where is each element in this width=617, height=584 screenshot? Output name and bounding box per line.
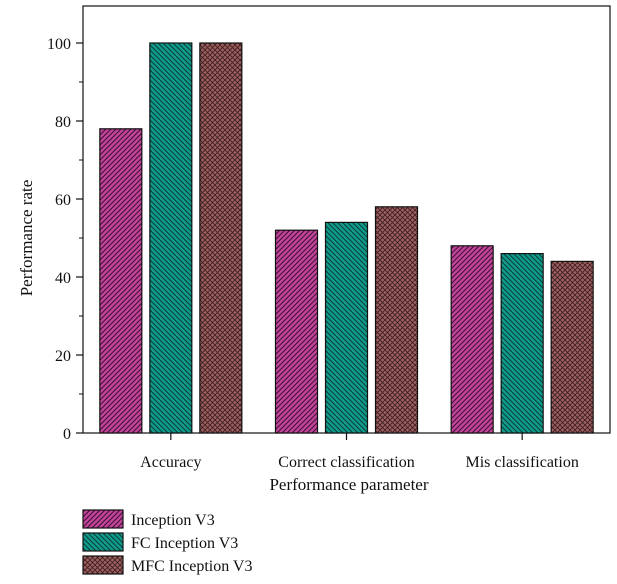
x-tick-label: Correct classification [278, 454, 414, 471]
x-axis-title: Performance parameter [269, 475, 428, 494]
legend-swatch [82, 532, 124, 552]
bar-inception-v3-0 [99, 128, 143, 434]
y-tick-label: 60 [55, 192, 71, 209]
x-axis: Accuracy Correct classification Mis classi… [140, 433, 579, 471]
bar-mfc-inception-v3-2 [550, 260, 594, 434]
legend-label: Inception V3 [131, 512, 215, 529]
bar-fc-inception-v3-1 [324, 221, 369, 434]
bar-fc-inception-v3-2 [500, 253, 544, 434]
x-tick-label: Mis classification [466, 454, 579, 471]
y-axis-title: Performance rate [17, 180, 36, 297]
legend: Inception V3 FC Inception V3 MFC Inception… [82, 509, 252, 575]
legend-swatch [82, 555, 124, 575]
legend-swatch [82, 509, 124, 529]
legend-label: MFC Inception V3 [131, 558, 252, 575]
legend-label: FC Inception V3 [131, 535, 238, 552]
y-tick-label: 40 [55, 270, 71, 287]
y-tick-label: 0 [63, 426, 71, 443]
bar-mfc-inception-v3-0 [199, 42, 243, 434]
bar-mfc-inception-v3-1 [374, 206, 419, 434]
y-tick-label: 20 [55, 348, 71, 365]
y-tick-label: 100 [47, 36, 71, 53]
x-tick-label: Accuracy [140, 454, 201, 471]
y-tick-label: 80 [55, 114, 71, 131]
bar-fc-inception-v3-0 [149, 42, 193, 434]
y-axis: 0 20 40 60 80 100 [47, 36, 83, 443]
bars [99, 42, 594, 434]
bar-inception-v3-1 [274, 229, 319, 434]
bar-inception-v3-2 [450, 245, 494, 434]
